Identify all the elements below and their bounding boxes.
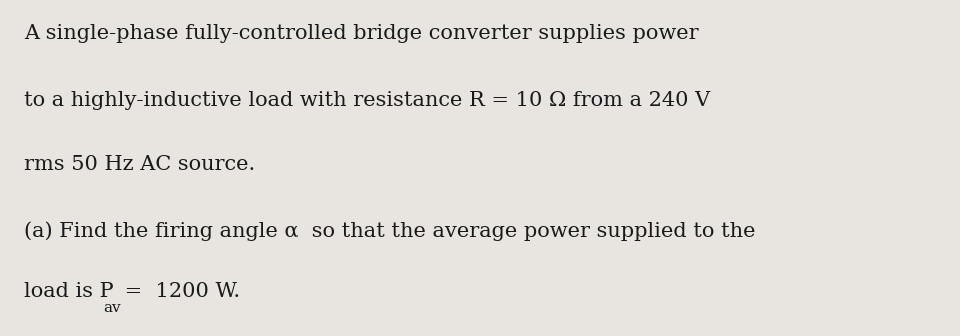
- Text: rms 50 Hz AC source.: rms 50 Hz AC source.: [24, 155, 255, 174]
- Text: A single-phase fully-controlled bridge converter supplies power: A single-phase fully-controlled bridge c…: [24, 24, 699, 43]
- Text: to a highly-inductive load with resistance R = 10 Ω from a 240 V: to a highly-inductive load with resistan…: [24, 91, 710, 110]
- Text: (a) Find the firing angle α  so that the average power supplied to the: (a) Find the firing angle α so that the …: [24, 222, 756, 242]
- Text: =  1200 W.: = 1200 W.: [117, 282, 240, 301]
- Text: load is P: load is P: [24, 282, 113, 301]
- Text: av: av: [104, 301, 121, 315]
